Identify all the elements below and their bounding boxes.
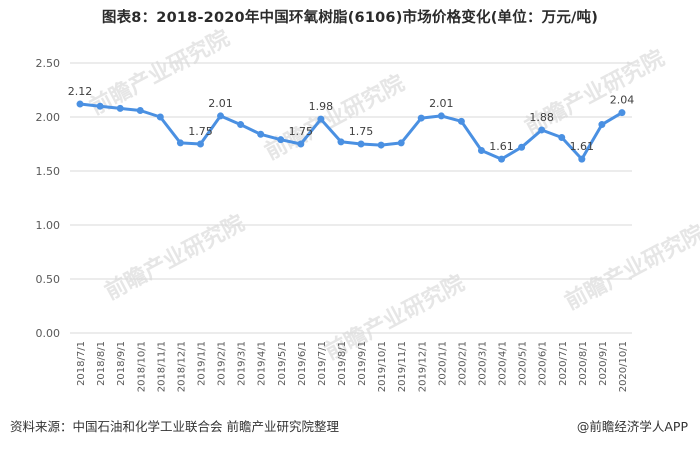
x-tick-label: 2020/3/1	[477, 341, 488, 386]
y-tick-label: 2.50	[36, 57, 61, 70]
data-label: 1.75	[349, 125, 374, 138]
x-tick-label: 2019/11/1	[397, 341, 408, 392]
watermark-text: 前瞻产业研究院	[561, 220, 700, 315]
x-tick-label: 2019/8/1	[337, 341, 348, 386]
x-tick-label: 2019/3/1	[237, 341, 248, 386]
x-tick-label: 2018/11/1	[156, 341, 167, 392]
data-point	[196, 140, 204, 148]
x-tick-label: 2019/7/1	[317, 341, 328, 386]
data-point	[96, 102, 104, 110]
data-point	[76, 100, 84, 108]
y-tick-label: 0.00	[36, 327, 61, 340]
x-tick-label: 2020/9/1	[598, 341, 609, 386]
y-axis-ticks: 0.00 0.50 1.00 1.50 2.00 2.50	[36, 57, 61, 340]
data-point	[417, 114, 425, 122]
x-tick-label: 2020/1/1	[437, 341, 448, 386]
data-label: 2.04	[610, 94, 635, 107]
x-tick-label: 2019/1/1	[196, 341, 207, 386]
x-tick-label: 2020/10/1	[618, 341, 629, 392]
y-tick-label: 2.00	[36, 111, 61, 124]
x-tick-label: 2018/9/1	[116, 341, 127, 386]
data-point	[297, 140, 305, 148]
data-label: 2.01	[208, 97, 233, 110]
x-tick-label: 2019/9/1	[357, 341, 368, 386]
series-line	[78, 102, 624, 161]
x-tick-label: 2020/8/1	[578, 341, 589, 386]
data-point	[257, 130, 265, 138]
data-point	[578, 155, 586, 163]
x-tick-label: 2018/12/1	[176, 341, 187, 392]
data-point	[176, 139, 184, 147]
x-tick-label: 2019/4/1	[257, 341, 268, 386]
x-tick-label: 2019/2/1	[217, 341, 228, 386]
data-point	[237, 121, 245, 129]
data-point	[397, 139, 405, 147]
data-point	[377, 141, 385, 149]
x-tick-label: 2020/2/1	[457, 341, 468, 386]
data-point	[477, 146, 485, 154]
x-tick-label: 2020/5/1	[518, 341, 529, 386]
watermark-text: 前瞻产业研究院	[261, 70, 409, 165]
source-note: 资料来源：中国石油和化学工业联合会 前瞻产业研究院整理	[10, 419, 339, 434]
x-tick-label: 2020/4/1	[498, 341, 509, 386]
data-point	[317, 115, 325, 123]
x-tick-label: 2019/10/1	[377, 341, 388, 392]
data-label: 1.98	[309, 100, 334, 113]
data-label: 1.88	[529, 111, 554, 124]
x-tick-label: 2019/6/1	[297, 341, 308, 386]
watermark-text: 前瞻产业研究院	[101, 210, 249, 305]
data-point	[518, 143, 526, 151]
data-point	[437, 112, 445, 120]
brand-credit: @前瞻经济学人APP	[576, 419, 688, 434]
data-point	[538, 126, 546, 134]
chart-title: 图表8：2018-2020年中国环氧树脂(6106)市场价格变化(单位：万元/吨…	[101, 10, 599, 26]
data-point	[598, 121, 606, 129]
x-tick-label: 2018/7/1	[76, 341, 87, 386]
data-point	[618, 109, 626, 117]
data-labels: 2.12 1.75 2.01 1.75 1.98 1.75 2.01 1.61 1.88 1.61…	[68, 85, 634, 153]
data-point	[357, 140, 365, 148]
data-point	[136, 107, 144, 115]
price-series-line	[78, 102, 624, 161]
x-tick-label: 2018/8/1	[96, 341, 107, 386]
data-label: 1.61	[570, 140, 595, 153]
y-tick-label: 0.50	[36, 273, 61, 286]
data-point	[116, 104, 124, 112]
data-point	[337, 138, 345, 146]
data-point	[217, 112, 225, 120]
y-tick-label: 1.00	[36, 219, 61, 232]
series-points	[76, 100, 626, 163]
x-tick-label: 2018/10/1	[136, 341, 147, 392]
x-axis-ticks: 2018/7/1 2018/8/1 2018/9/1 2018/10/1 2018/11…	[76, 341, 629, 392]
x-tick-label: 2020/7/1	[558, 341, 569, 386]
x-tick-label: 2020/6/1	[538, 341, 549, 386]
data-label: 1.75	[289, 125, 314, 138]
x-tick-label: 2019/12/1	[417, 341, 428, 392]
data-point	[156, 113, 164, 121]
data-label: 2.12	[68, 85, 93, 98]
data-point	[277, 136, 285, 144]
data-label: 1.61	[489, 140, 514, 153]
data-point	[558, 134, 566, 142]
grid-lines	[70, 62, 632, 334]
x-tick-label: 2019/5/1	[277, 341, 288, 386]
data-point	[498, 155, 506, 163]
y-tick-label: 1.50	[36, 165, 61, 178]
data-point	[457, 117, 465, 125]
watermark-layer: 前瞻产业研究院 前瞻产业研究院 前瞻产业研究院前瞻产业研究院前瞻产业研究院前瞻产业研…	[86, 25, 700, 365]
data-label: 2.01	[429, 97, 454, 110]
watermark-text: 前瞻产业研究院	[521, 45, 669, 140]
data-label: 1.75	[188, 125, 213, 138]
